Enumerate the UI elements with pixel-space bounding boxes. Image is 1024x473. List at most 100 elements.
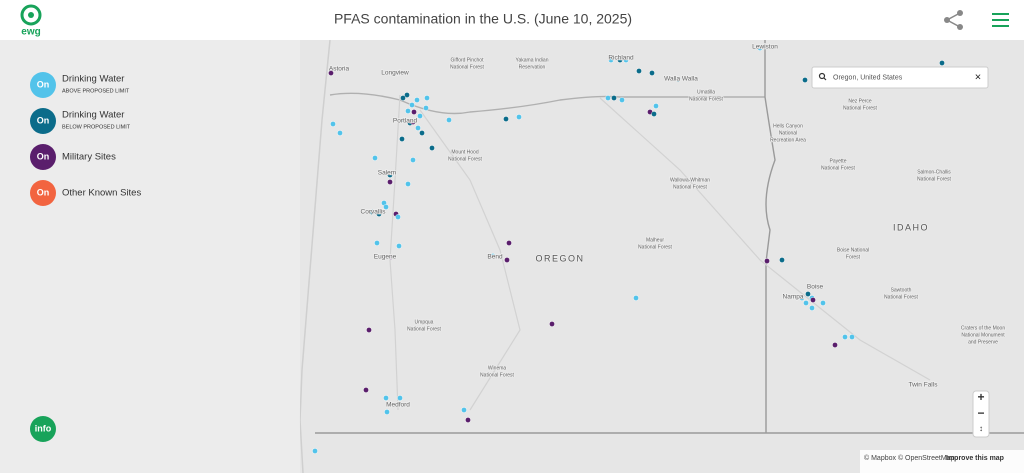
site-marker[interactable]: [376, 211, 382, 217]
site-marker[interactable]: [636, 68, 642, 74]
site-marker[interactable]: [397, 395, 403, 401]
site-marker[interactable]: [490, 253, 496, 259]
attribution[interactable]: © Mapbox © OpenStreetMap: [864, 454, 955, 462]
legend-toggle[interactable]: [30, 72, 56, 98]
place-label: Gifford Pinchot: [451, 57, 485, 63]
legend-toggle[interactable]: [30, 144, 56, 170]
site-marker[interactable]: [802, 77, 808, 83]
site-marker[interactable]: [417, 113, 423, 119]
site-marker[interactable]: [849, 334, 855, 340]
site-marker[interactable]: [424, 95, 430, 101]
logo-mark[interactable]: [20, 4, 42, 26]
site-marker[interactable]: [799, 295, 805, 301]
site-marker[interactable]: [415, 125, 421, 131]
site-marker[interactable]: [411, 109, 417, 115]
site-marker[interactable]: [423, 105, 429, 111]
site-marker[interactable]: [404, 92, 410, 98]
site-marker[interactable]: [401, 117, 407, 123]
site-marker[interactable]: [363, 387, 369, 393]
site-marker[interactable]: [549, 321, 555, 327]
site-marker[interactable]: [366, 327, 372, 333]
site-marker[interactable]: [611, 95, 617, 101]
site-marker[interactable]: [383, 395, 389, 401]
site-marker[interactable]: [503, 116, 509, 122]
site-marker[interactable]: [504, 257, 510, 263]
search-clear[interactable]: ×: [975, 71, 981, 83]
search-icon: [823, 77, 827, 81]
site-marker[interactable]: [405, 181, 411, 187]
site-marker[interactable]: [312, 448, 318, 454]
site-marker[interactable]: [372, 155, 378, 161]
site-marker[interactable]: [633, 295, 639, 301]
site-marker[interactable]: [399, 136, 405, 142]
site-marker[interactable]: [369, 209, 375, 215]
legend-toggle[interactable]: [30, 108, 56, 134]
state-border: [764, 40, 776, 433]
site-marker[interactable]: [810, 297, 816, 303]
site-marker[interactable]: [605, 95, 611, 101]
site-marker[interactable]: [387, 172, 393, 178]
site-marker[interactable]: [429, 145, 435, 151]
site-marker[interactable]: [387, 179, 393, 185]
share-button[interactable]: [944, 10, 963, 30]
legend-toggle[interactable]: [30, 180, 56, 206]
site-marker[interactable]: [337, 130, 343, 136]
zoom-reset[interactable]: ↕: [979, 424, 983, 433]
site-marker[interactable]: [405, 108, 411, 114]
site-marker[interactable]: [330, 121, 336, 127]
site-marker[interactable]: [619, 97, 625, 103]
site-marker[interactable]: [328, 70, 334, 76]
legend-toggle-label[interactable]: On: [37, 151, 50, 161]
site-marker[interactable]: [809, 305, 815, 311]
logo-text[interactable]: ewg: [21, 27, 40, 38]
site-marker[interactable]: [842, 334, 848, 340]
site-marker[interactable]: [779, 257, 785, 263]
site-marker[interactable]: [396, 243, 402, 249]
menu-button[interactable]: [992, 13, 1009, 27]
site-marker[interactable]: [395, 214, 401, 220]
search-box[interactable]: [811, 66, 989, 89]
site-marker[interactable]: [461, 407, 467, 413]
site-marker[interactable]: [608, 57, 614, 63]
zoom-in[interactable]: +: [977, 390, 984, 404]
site-marker[interactable]: [651, 111, 657, 117]
site-marker[interactable]: [384, 409, 390, 415]
site-marker[interactable]: [410, 157, 416, 163]
site-marker[interactable]: [383, 204, 389, 210]
site-marker[interactable]: [764, 258, 770, 264]
site-marker[interactable]: [419, 130, 425, 136]
site-marker[interactable]: [414, 97, 420, 103]
site-marker[interactable]: [400, 95, 406, 101]
place-label: Bend: [487, 254, 503, 261]
attribution-link[interactable]: Improve this map: [946, 455, 1004, 462]
site-marker[interactable]: [388, 254, 394, 260]
info-label[interactable]: info: [35, 423, 52, 433]
place-label: National Monument: [961, 332, 1005, 338]
site-marker[interactable]: [623, 57, 629, 63]
site-marker[interactable]: [446, 117, 452, 123]
attribution-box: [860, 450, 1024, 473]
site-marker[interactable]: [820, 300, 826, 306]
site-marker[interactable]: [805, 291, 811, 297]
site-marker[interactable]: [939, 60, 945, 66]
site-marker[interactable]: [506, 240, 512, 246]
site-marker[interactable]: [675, 76, 681, 82]
legend-toggle-label[interactable]: On: [37, 79, 50, 89]
info-button[interactable]: [30, 416, 56, 442]
place-label: National Forest: [638, 244, 673, 250]
site-marker[interactable]: [803, 300, 809, 306]
site-marker[interactable]: [617, 57, 623, 63]
site-marker[interactable]: [409, 102, 415, 108]
search-input[interactable]: Oregon, United States: [833, 74, 903, 81]
legend-toggle-label[interactable]: On: [37, 187, 50, 197]
site-marker[interactable]: [374, 240, 380, 246]
site-marker[interactable]: [516, 114, 522, 120]
legend-toggle-label[interactable]: On: [37, 115, 50, 125]
site-marker[interactable]: [757, 45, 763, 51]
site-marker[interactable]: [465, 417, 471, 423]
site-marker[interactable]: [653, 103, 659, 109]
zoom-out[interactable]: −: [977, 406, 984, 420]
site-marker[interactable]: [410, 119, 416, 125]
site-marker[interactable]: [649, 70, 655, 76]
site-marker[interactable]: [832, 342, 838, 348]
